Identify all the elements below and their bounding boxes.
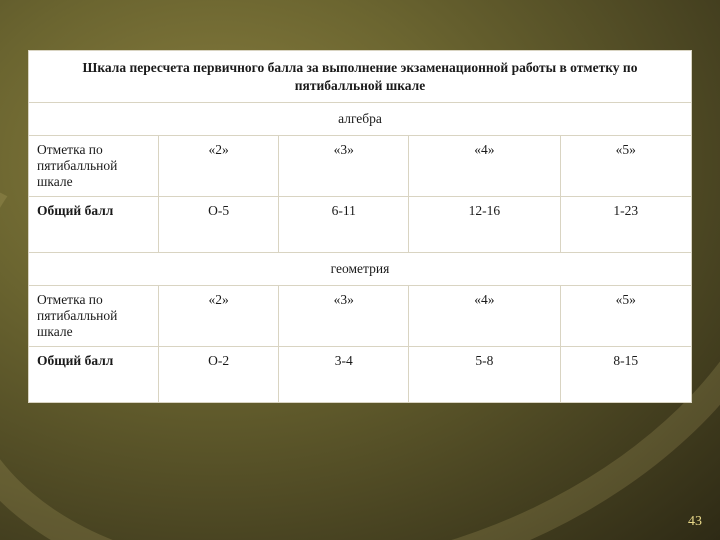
- score-scale-table: Шкала пересчета первичного балла за выпо…: [28, 50, 692, 403]
- page-number: 43: [688, 514, 702, 530]
- table-title: Шкала пересчета первичного балла за выпо…: [29, 51, 692, 103]
- content-table-wrapper: Шкала пересчета первичного балла за выпо…: [28, 50, 692, 403]
- geometry-mark-5: «5»: [560, 286, 691, 347]
- geometry-score-3: 3-4: [279, 347, 409, 403]
- geometry-score-row: Общий балл О-2 3-4 5-8 8-15: [29, 347, 692, 403]
- algebra-mark-2: «2»: [159, 136, 279, 197]
- algebra-score-5: 1-23: [560, 197, 691, 253]
- section-geometry-label: геометрия: [29, 253, 692, 286]
- row-label-mark: Отметка по пятибалльной шкале: [29, 136, 159, 197]
- geometry-score-4: 5-8: [409, 347, 560, 403]
- algebra-mark-3: «3»: [279, 136, 409, 197]
- geometry-mark-4: «4»: [409, 286, 560, 347]
- geometry-mark-3: «3»: [279, 286, 409, 347]
- algebra-mark-4: «4»: [409, 136, 560, 197]
- row-label-total: Общий балл: [29, 197, 159, 253]
- section-algebra-label: алгебра: [29, 103, 692, 136]
- section-algebra: алгебра: [29, 103, 692, 136]
- title-row: Шкала пересчета первичного балла за выпо…: [29, 51, 692, 103]
- row-label-mark-2: Отметка по пятибалльной шкале: [29, 286, 159, 347]
- algebra-score-4: 12-16: [409, 197, 560, 253]
- algebra-mark-row: Отметка по пятибалльной шкале «2» «3» «4…: [29, 136, 692, 197]
- algebra-mark-5: «5»: [560, 136, 691, 197]
- algebra-score-row: Общий балл О-5 6-11 12-16 1-23: [29, 197, 692, 253]
- section-geometry: геометрия: [29, 253, 692, 286]
- algebra-score-3: 6-11: [279, 197, 409, 253]
- row-label-total-2: Общий балл: [29, 347, 159, 403]
- geometry-score-2: О-2: [159, 347, 279, 403]
- geometry-score-5: 8-15: [560, 347, 691, 403]
- algebra-score-2: О-5: [159, 197, 279, 253]
- geometry-mark-2: «2»: [159, 286, 279, 347]
- geometry-mark-row: Отметка по пятибалльной шкале «2» «3» «4…: [29, 286, 692, 347]
